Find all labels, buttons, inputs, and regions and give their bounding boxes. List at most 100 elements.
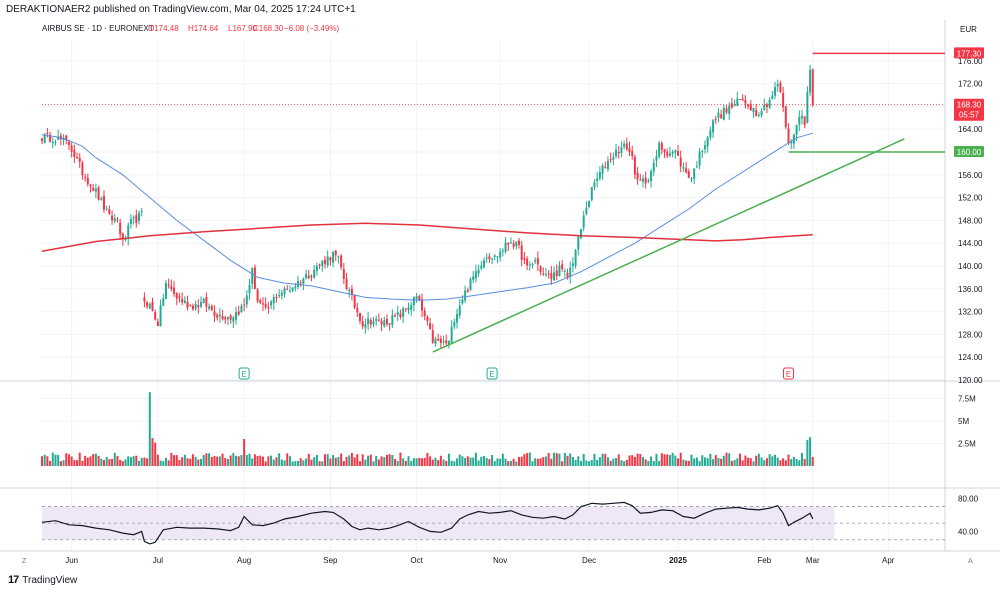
volume-bar — [458, 454, 461, 466]
volume-tick-label: 5M — [958, 417, 969, 426]
volume-bar — [798, 460, 801, 466]
candle-body — [574, 250, 577, 266]
candle-body — [275, 296, 278, 298]
earnings-marker — [486, 367, 498, 380]
candle-body — [695, 166, 698, 168]
volume-bar — [369, 454, 372, 466]
volume-bar — [685, 460, 688, 466]
candle-body — [658, 143, 661, 157]
volume-bar — [218, 456, 221, 466]
volume-bar — [418, 457, 421, 466]
currency-label[interactable]: EUR — [960, 25, 977, 34]
candle-body — [717, 112, 720, 118]
candle-body — [569, 267, 572, 277]
volume-bar — [499, 458, 502, 466]
candle-body — [183, 300, 186, 304]
volume-bar — [606, 457, 609, 466]
auto-scale-button[interactable]: A — [968, 558, 973, 565]
volume-bar — [728, 453, 731, 466]
volume-bar — [725, 452, 728, 466]
candle-body — [92, 187, 95, 191]
volume-bar — [318, 461, 321, 466]
candle-body — [388, 323, 391, 325]
rsi-tick-label: 80.00 — [958, 494, 979, 503]
candle-body — [415, 296, 418, 300]
volume-bar — [795, 458, 798, 466]
volume-tick-label: 2.5M — [958, 440, 976, 449]
brand-label: TradingView — [22, 574, 78, 586]
candle-body — [577, 236, 580, 250]
candle-body — [474, 271, 477, 279]
volume-bar — [639, 454, 642, 466]
volume-bar — [472, 457, 475, 466]
rsi-pane — [41, 501, 945, 545]
volume-bar — [666, 454, 669, 466]
candle-body — [458, 305, 461, 316]
candle-body — [701, 150, 704, 152]
candle-body — [270, 301, 273, 306]
volume-bar — [57, 454, 60, 466]
volume-bar — [631, 455, 634, 466]
volume-bar — [164, 457, 167, 466]
volume-bar — [275, 457, 278, 466]
volume-tick-label: 7.5M — [958, 395, 976, 404]
candle-body — [367, 318, 370, 325]
candle-body — [501, 250, 504, 252]
candle-body — [806, 92, 809, 123]
volume-bar — [73, 460, 76, 466]
volume-bar — [803, 458, 806, 466]
candle-body — [682, 167, 685, 169]
volume-bar — [717, 457, 720, 466]
volume-bar — [213, 455, 216, 466]
volume-bar — [466, 456, 469, 466]
candle-body — [442, 341, 445, 343]
candle-body — [655, 156, 658, 161]
volume-bar — [43, 454, 46, 466]
candle-body — [606, 160, 609, 170]
volume-bar — [194, 456, 197, 466]
candle-body — [237, 311, 240, 315]
volume-bar — [456, 458, 459, 466]
volume-bar — [755, 455, 758, 466]
price-label-box — [954, 47, 984, 59]
candle-body — [644, 177, 647, 184]
candle-body — [771, 95, 774, 99]
volume-bar — [67, 454, 70, 466]
volume-bar — [623, 461, 626, 466]
volume-bar — [175, 455, 178, 466]
candle-body — [803, 116, 806, 125]
volume-bar — [359, 461, 362, 466]
candle-body — [590, 187, 593, 200]
timezone-button[interactable]: Z — [22, 558, 27, 565]
volume-bar — [787, 454, 790, 466]
volume-bar — [550, 458, 553, 466]
volume-bar — [768, 454, 771, 466]
volume-bar — [464, 458, 467, 466]
candle-body — [170, 286, 173, 290]
volume-bar — [100, 458, 103, 466]
volume-bar — [256, 455, 259, 466]
volume-bar — [461, 456, 464, 466]
candle-body — [353, 295, 356, 308]
volume-bar — [604, 453, 607, 466]
volume-bar — [364, 459, 367, 466]
price-tick-label: 120.00 — [958, 376, 983, 385]
candle-body — [485, 257, 488, 259]
volume-bar — [86, 457, 89, 466]
candle-body — [480, 265, 483, 269]
volume-bar — [385, 454, 388, 466]
volume-bar — [59, 461, 62, 466]
candle-body — [426, 316, 429, 321]
volume-bar — [569, 453, 572, 466]
candle-body — [706, 137, 709, 147]
volume-bar — [97, 455, 100, 466]
volume-bar — [216, 456, 219, 466]
candle-body — [337, 256, 340, 258]
candle-body — [666, 151, 669, 157]
volume-bar — [423, 457, 426, 466]
tradingview-logo[interactable]: 17 TradingView — [8, 574, 77, 586]
volume-bar — [590, 459, 593, 466]
volume-bar — [523, 454, 526, 466]
candle-body — [261, 303, 264, 305]
